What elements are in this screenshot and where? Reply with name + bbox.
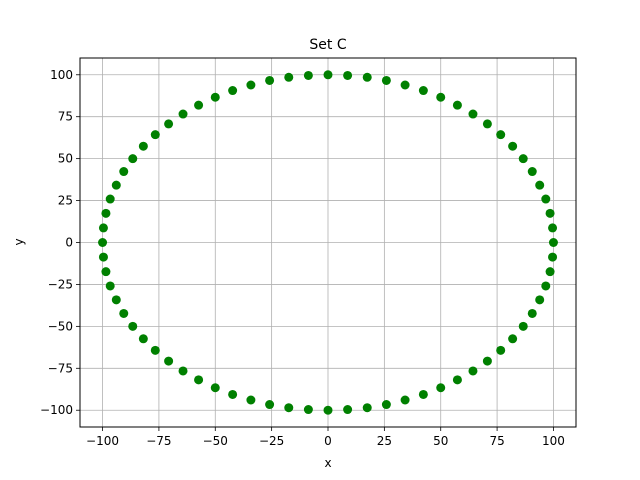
data-point xyxy=(508,334,518,344)
data-point xyxy=(101,267,111,277)
data-point xyxy=(535,295,545,305)
data-point xyxy=(284,403,294,413)
data-point xyxy=(101,208,111,218)
data-point xyxy=(150,130,160,140)
x-tick-label: −75 xyxy=(146,434,171,448)
data-point xyxy=(178,366,188,376)
data-point xyxy=(548,252,558,262)
data-point xyxy=(210,383,220,393)
data-point xyxy=(535,180,545,190)
x-tick-label: 100 xyxy=(542,434,565,448)
data-point xyxy=(111,180,121,190)
data-point xyxy=(496,130,506,140)
data-point xyxy=(246,395,256,405)
data-point xyxy=(98,252,108,262)
data-point xyxy=(228,86,238,96)
data-point xyxy=(518,154,528,164)
data-point xyxy=(210,92,220,102)
data-point xyxy=(138,141,148,151)
data-point xyxy=(468,109,478,119)
data-point xyxy=(111,295,121,305)
data-point xyxy=(545,208,555,218)
x-tick-label: −100 xyxy=(86,434,119,448)
data-point xyxy=(105,194,115,204)
y-tick-label: 25 xyxy=(58,194,73,208)
y-axis-ticks: −100 −75 −50 −25 0 25 50 75 100 xyxy=(40,68,80,417)
data-point xyxy=(128,321,138,331)
y-axis-label: y xyxy=(12,238,26,245)
x-axis-label: x xyxy=(324,456,331,470)
data-point xyxy=(418,86,428,96)
x-tick-label: −25 xyxy=(259,434,284,448)
y-tick-label: 75 xyxy=(58,110,73,124)
data-point xyxy=(150,345,160,355)
data-point xyxy=(496,345,506,355)
data-point xyxy=(541,194,551,204)
data-point xyxy=(98,238,108,247)
data-point xyxy=(128,154,138,164)
x-tick-label: 50 xyxy=(433,434,448,448)
data-point xyxy=(362,72,372,82)
y-tick-label: −50 xyxy=(48,319,73,333)
data-point xyxy=(194,375,204,385)
data-point xyxy=(548,238,558,247)
data-point xyxy=(436,383,446,393)
data-point xyxy=(98,223,108,233)
data-point xyxy=(343,70,353,80)
data-point xyxy=(381,400,391,410)
data-point xyxy=(518,321,528,331)
data-point xyxy=(265,75,275,85)
data-point xyxy=(545,267,555,277)
y-tick-label: −25 xyxy=(48,277,73,291)
data-point xyxy=(164,356,174,366)
data-point xyxy=(194,100,204,110)
data-point xyxy=(436,92,446,102)
data-point xyxy=(400,80,410,90)
y-tick-label: −100 xyxy=(40,403,73,417)
data-point xyxy=(265,400,275,410)
data-point xyxy=(527,167,537,177)
data-point xyxy=(362,403,372,413)
data-point xyxy=(400,395,410,405)
data-point xyxy=(246,80,256,90)
y-tick-label: −75 xyxy=(48,361,73,375)
data-point xyxy=(119,308,129,318)
y-tick-label: 100 xyxy=(50,68,73,82)
y-tick-label: 50 xyxy=(58,152,73,166)
data-point xyxy=(482,119,492,129)
data-point xyxy=(548,223,558,233)
data-point xyxy=(508,141,518,151)
data-point xyxy=(119,167,129,177)
data-point xyxy=(482,356,492,366)
x-tick-label: −50 xyxy=(203,434,228,448)
data-point xyxy=(468,366,478,376)
data-point xyxy=(452,375,462,385)
data-point xyxy=(418,389,428,399)
data-point xyxy=(452,100,462,110)
x-tick-label: 0 xyxy=(324,434,332,448)
data-point xyxy=(164,119,174,129)
data-point xyxy=(105,281,115,291)
data-point xyxy=(303,405,313,415)
data-point xyxy=(323,70,333,80)
x-axis-ticks: −100 −75 −50 −25 0 25 50 75 100 xyxy=(86,427,565,448)
y-tick-label: 0 xyxy=(65,236,73,250)
x-tick-label: 75 xyxy=(489,434,504,448)
data-point xyxy=(343,405,353,415)
x-tick-label: 25 xyxy=(377,434,392,448)
data-points xyxy=(98,70,558,415)
data-point xyxy=(284,72,294,82)
data-point xyxy=(381,75,391,85)
data-point xyxy=(527,308,537,318)
data-point xyxy=(138,334,148,344)
data-point xyxy=(541,281,551,291)
data-point xyxy=(178,109,188,119)
data-point xyxy=(303,70,313,80)
data-point xyxy=(228,389,238,399)
data-point xyxy=(323,405,333,415)
chart-title: Set C xyxy=(309,37,346,53)
